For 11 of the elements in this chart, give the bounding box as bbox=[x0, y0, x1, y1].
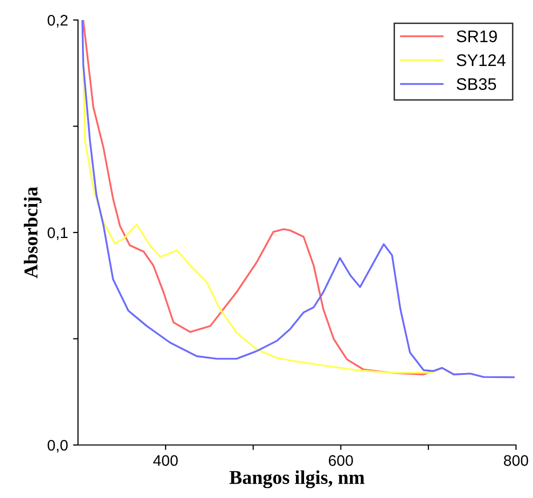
y-tick-label: 0,1 bbox=[48, 227, 68, 240]
y-axis-title: Absorbcija bbox=[24, 186, 42, 278]
y-tick-label: 0,2 bbox=[48, 14, 68, 28]
y-tick-label: 0,0 bbox=[48, 440, 68, 452]
legend-label: SB35 bbox=[456, 78, 496, 90]
x-axis-title: Bangos ilgis, nm bbox=[230, 470, 364, 488]
x-tick-label: 400 bbox=[153, 455, 178, 466]
x-tick-label: 800 bbox=[504, 455, 528, 466]
legend-label: SY124 bbox=[456, 54, 506, 66]
legend-label: SR19 bbox=[456, 30, 497, 42]
x-tick-label: 600 bbox=[328, 455, 353, 466]
